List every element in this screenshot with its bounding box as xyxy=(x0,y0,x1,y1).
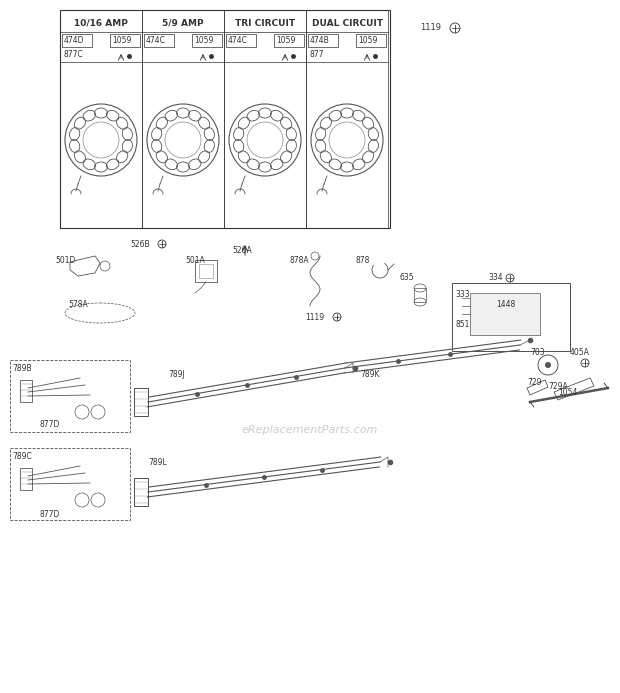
Text: 877D: 877D xyxy=(40,510,60,519)
Bar xyxy=(62,34,92,47)
Bar xyxy=(20,380,32,402)
Bar xyxy=(308,34,338,47)
Text: 703: 703 xyxy=(530,348,544,357)
Text: 501D: 501D xyxy=(55,256,76,265)
Text: 878A: 878A xyxy=(290,256,309,265)
Bar xyxy=(60,10,390,228)
Bar xyxy=(226,34,256,47)
Text: 526B: 526B xyxy=(130,240,149,249)
Text: 474D: 474D xyxy=(64,36,84,45)
Text: 789B: 789B xyxy=(12,364,32,373)
Text: 851: 851 xyxy=(455,320,469,329)
Text: 635: 635 xyxy=(400,273,415,282)
Text: 1059: 1059 xyxy=(358,36,378,45)
Bar xyxy=(414,288,426,302)
Text: 1059: 1059 xyxy=(194,36,213,45)
Text: 1119: 1119 xyxy=(420,24,441,33)
Text: 333: 333 xyxy=(455,290,469,299)
Text: 405A: 405A xyxy=(570,348,590,357)
Text: 729: 729 xyxy=(527,378,541,387)
Text: DUAL CIRCUIT: DUAL CIRCUIT xyxy=(311,19,383,28)
Bar xyxy=(224,10,306,228)
Text: 578A: 578A xyxy=(68,300,88,309)
Bar xyxy=(10,360,130,432)
Bar xyxy=(274,34,304,47)
Text: 789C: 789C xyxy=(12,452,32,461)
Bar xyxy=(199,264,213,278)
Text: 878: 878 xyxy=(355,256,370,265)
Text: 5/9 AMP: 5/9 AMP xyxy=(162,19,204,28)
Text: 501A: 501A xyxy=(185,256,205,265)
Text: 1448: 1448 xyxy=(496,300,515,309)
Bar xyxy=(134,478,148,506)
Bar xyxy=(144,34,174,47)
Text: 729A: 729A xyxy=(548,382,568,391)
Text: 789K: 789K xyxy=(360,370,379,379)
Bar xyxy=(10,448,130,520)
Text: 789L: 789L xyxy=(148,458,167,467)
Bar xyxy=(306,10,388,228)
Text: 877C: 877C xyxy=(63,50,82,59)
Text: 877D: 877D xyxy=(40,420,60,429)
Bar xyxy=(142,10,224,228)
Text: 334: 334 xyxy=(488,273,503,282)
Bar xyxy=(60,10,142,228)
Text: 1054: 1054 xyxy=(558,388,577,397)
Text: TRI CIRCUIT: TRI CIRCUIT xyxy=(235,19,295,28)
Bar xyxy=(195,260,217,282)
Bar xyxy=(192,34,222,47)
Text: 789J: 789J xyxy=(168,370,185,379)
Text: eReplacementParts.com: eReplacementParts.com xyxy=(242,425,378,435)
Text: 474C: 474C xyxy=(228,36,248,45)
Text: 877: 877 xyxy=(309,50,324,59)
Text: 1059: 1059 xyxy=(276,36,295,45)
Circle shape xyxy=(545,362,551,368)
Bar xyxy=(20,468,32,490)
Bar xyxy=(134,388,148,416)
Bar xyxy=(356,34,386,47)
Text: 474B: 474B xyxy=(310,36,330,45)
Text: 1119: 1119 xyxy=(305,313,324,322)
Bar xyxy=(110,34,140,47)
Text: 1059: 1059 xyxy=(112,36,131,45)
Bar xyxy=(470,293,540,335)
Text: 526A: 526A xyxy=(232,246,252,255)
Text: 10/16 AMP: 10/16 AMP xyxy=(74,19,128,28)
Text: 474C: 474C xyxy=(146,36,166,45)
Bar xyxy=(452,283,570,351)
